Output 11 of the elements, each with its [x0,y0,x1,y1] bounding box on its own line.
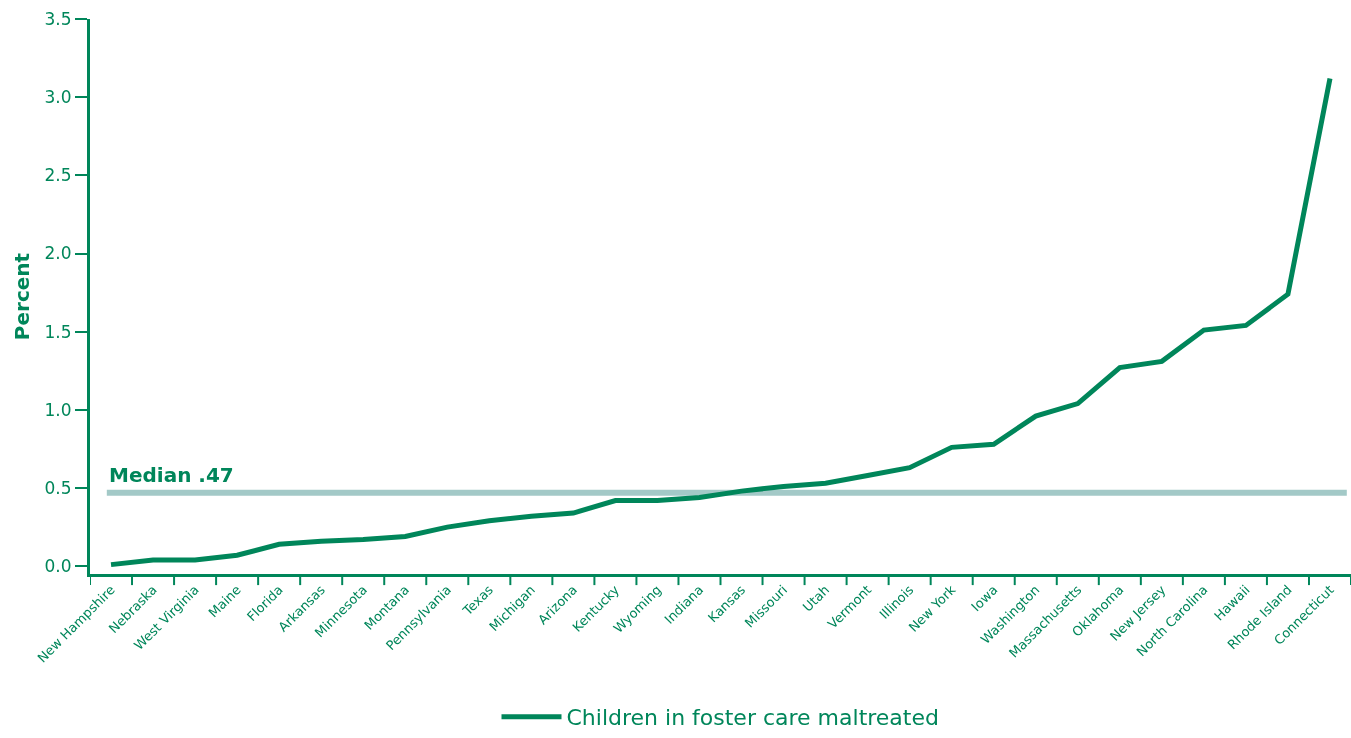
y-axis-title: Percent [10,252,35,341]
y-tick-label: 0.0 [44,556,72,577]
y-tick-label: 0.5 [44,477,72,498]
y-tick-label: 2.0 [44,243,72,264]
legend-label: Children in foster care maltreated [566,705,939,731]
y-tick-label: 2.5 [44,165,72,186]
y-tick-label: 1.5 [44,321,72,342]
y-tick-label: 3.0 [44,87,72,108]
y-tick-label: 1.0 [44,399,72,420]
ref-line-label: Median .47 [109,463,234,487]
y-tick-label: 3.5 [44,8,72,29]
